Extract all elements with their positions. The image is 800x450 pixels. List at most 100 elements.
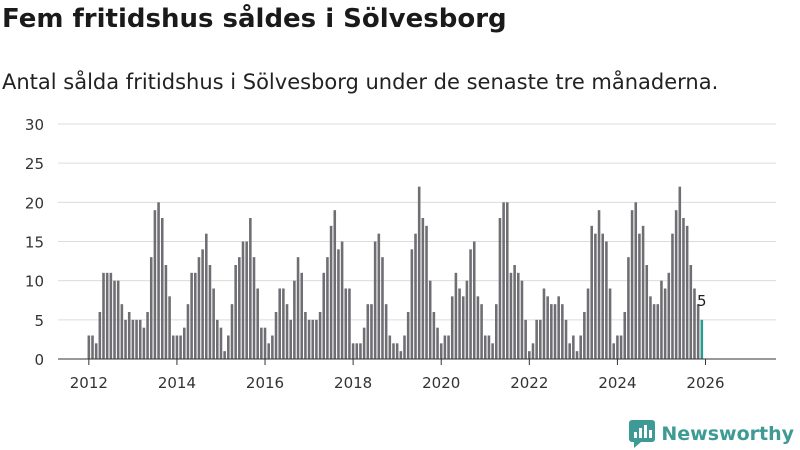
bar xyxy=(362,327,366,359)
bar xyxy=(542,288,546,359)
y-tick-label: 10 xyxy=(25,273,44,291)
y-tick-label: 20 xyxy=(25,194,44,212)
bar xyxy=(638,233,641,359)
bar xyxy=(164,265,168,359)
bar xyxy=(370,304,373,359)
bar xyxy=(594,233,597,359)
x-tick-label: 2026 xyxy=(686,374,724,392)
bar xyxy=(373,241,377,359)
bar xyxy=(575,351,579,359)
bar xyxy=(535,319,538,359)
bar xyxy=(392,343,395,359)
bar xyxy=(127,312,131,359)
bar xyxy=(630,210,634,359)
bar xyxy=(197,257,201,359)
bar xyxy=(685,225,689,359)
bar xyxy=(271,335,274,359)
y-tick-label: 5 xyxy=(34,312,44,330)
bar xyxy=(450,296,454,359)
bar xyxy=(476,296,480,359)
bar xyxy=(102,272,105,359)
bar xyxy=(311,319,315,359)
bar xyxy=(124,319,127,359)
bar xyxy=(656,304,660,359)
bar xyxy=(186,304,190,359)
bar xyxy=(388,335,392,359)
x-tick-label: 2012 xyxy=(70,374,108,392)
bar xyxy=(395,343,399,359)
bar xyxy=(381,257,384,359)
bar xyxy=(458,288,461,359)
bar xyxy=(230,304,234,359)
bar xyxy=(472,241,476,359)
bar xyxy=(322,272,326,359)
bar xyxy=(205,233,208,359)
bar xyxy=(153,210,157,359)
bar xyxy=(300,272,304,359)
bar xyxy=(645,265,649,359)
bar xyxy=(465,280,469,359)
bar xyxy=(436,327,439,359)
bar xyxy=(285,304,289,359)
bar xyxy=(641,225,645,359)
bar xyxy=(403,335,406,359)
bar xyxy=(223,351,226,359)
data-label: 5 xyxy=(697,292,707,310)
bar xyxy=(116,280,120,359)
bar xyxy=(660,280,663,359)
bar xyxy=(340,241,344,359)
bar xyxy=(557,296,560,359)
bar xyxy=(274,312,278,359)
bar xyxy=(208,265,212,359)
bar xyxy=(289,319,292,359)
bar xyxy=(674,210,678,359)
bar xyxy=(105,272,109,359)
bar xyxy=(546,296,549,359)
bar xyxy=(329,225,333,359)
bar xyxy=(671,233,674,359)
bar xyxy=(414,233,417,359)
bar xyxy=(366,304,370,359)
bar xyxy=(377,233,381,359)
bar xyxy=(634,202,638,359)
bar xyxy=(572,335,575,359)
bar xyxy=(509,272,513,359)
bar xyxy=(179,335,182,359)
bar xyxy=(260,327,263,359)
bar xyxy=(608,288,612,359)
bar xyxy=(212,288,215,359)
brand-name: Newsworthy xyxy=(661,423,794,445)
page-subtitle: Antal sålda fritidshus i Sölvesborg unde… xyxy=(2,70,719,94)
bar xyxy=(249,218,252,359)
bar xyxy=(149,257,153,359)
bar xyxy=(182,327,186,359)
bar xyxy=(619,335,623,359)
bar xyxy=(443,335,447,359)
x-tick-label: 2018 xyxy=(334,374,372,392)
bar xyxy=(337,249,340,359)
bar xyxy=(344,288,348,359)
bar xyxy=(612,343,616,359)
bar xyxy=(502,202,505,359)
bar xyxy=(252,257,256,359)
bar xyxy=(461,296,465,359)
bar xyxy=(293,280,296,359)
bar xyxy=(579,335,582,359)
bar xyxy=(307,319,311,359)
bar xyxy=(627,257,630,359)
bar xyxy=(131,319,135,359)
bar xyxy=(469,249,472,359)
bar xyxy=(480,304,483,359)
bar xyxy=(506,202,509,359)
bar xyxy=(689,265,693,359)
bar-highlight xyxy=(700,319,704,359)
bar xyxy=(160,218,164,359)
y-tick-label: 15 xyxy=(25,234,44,252)
bar xyxy=(410,249,414,359)
bar xyxy=(421,218,425,359)
bar xyxy=(94,343,98,359)
bar xyxy=(605,241,608,359)
bar xyxy=(652,304,656,359)
bar-chart: 0 5 10 15 20 25 30 2012 2014 2016 2018 2020 2022 2024… xyxy=(25,116,776,392)
bar xyxy=(693,288,696,359)
